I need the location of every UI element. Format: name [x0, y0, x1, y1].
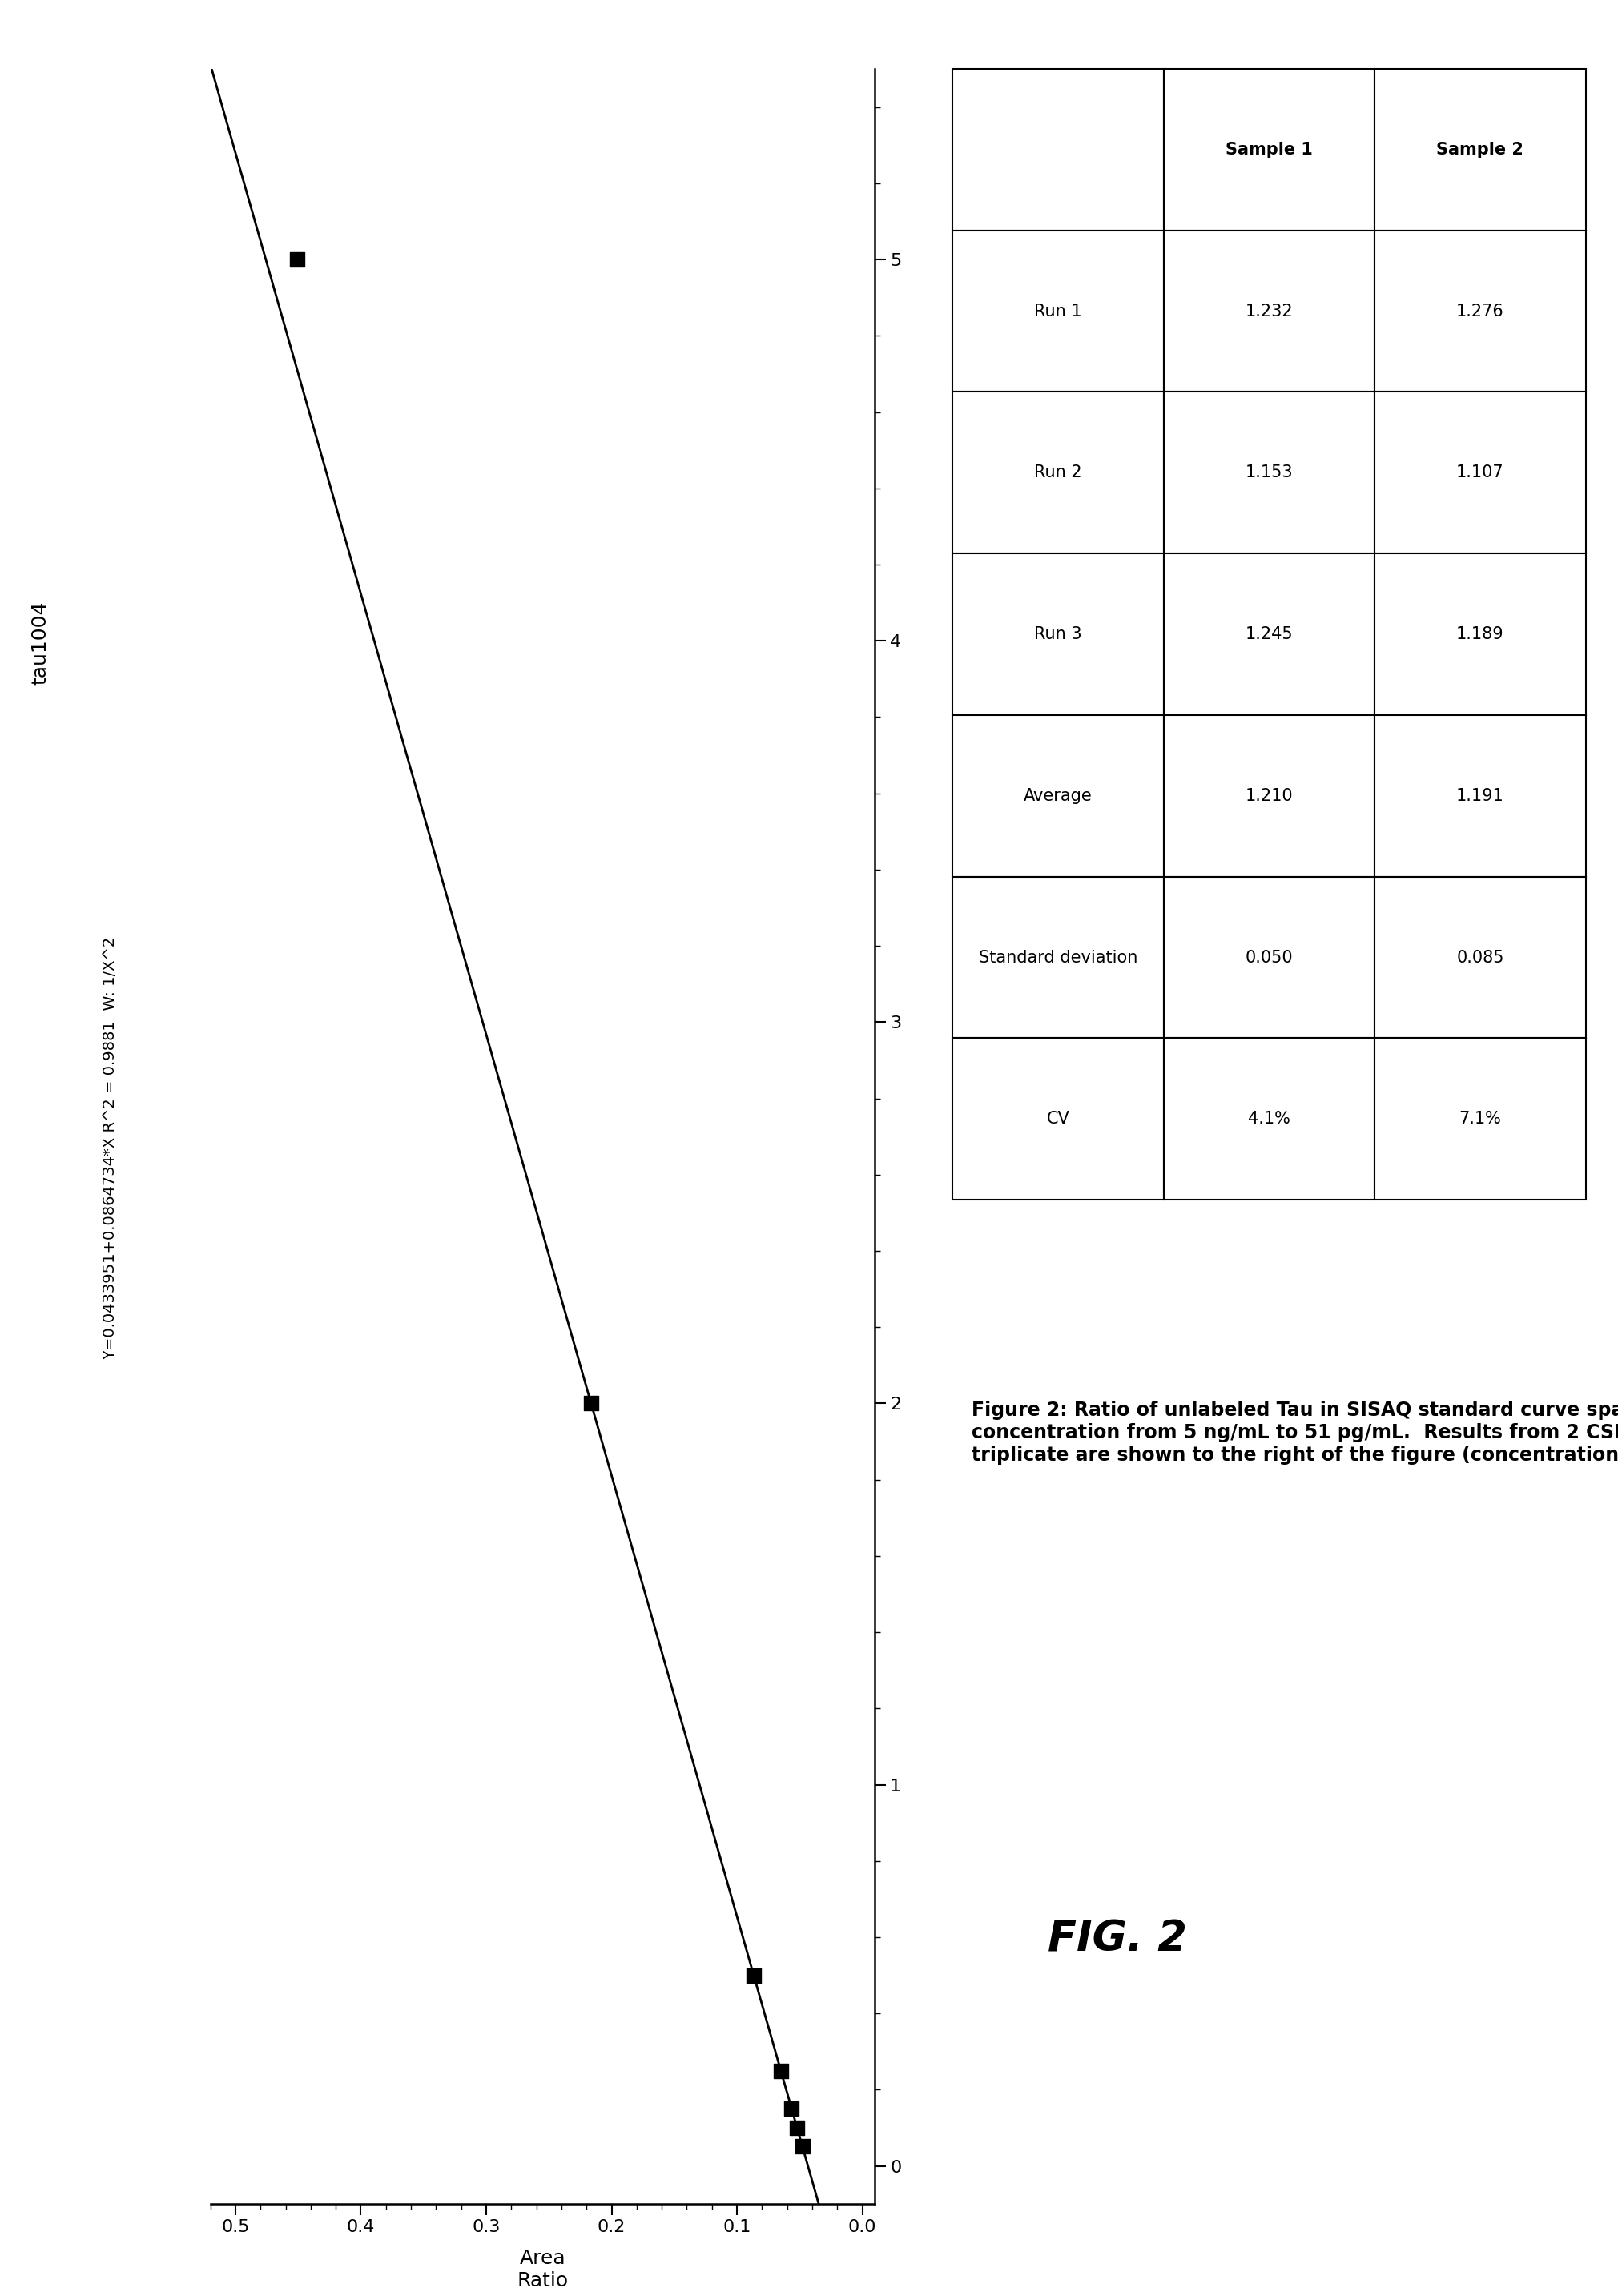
Point	[741, 1956, 767, 1993]
Text: FIG. 2: FIG. 2	[1048, 1919, 1188, 1961]
X-axis label: Area
Ratio: Area Ratio	[516, 2248, 568, 2289]
Point	[285, 241, 311, 278]
Text: tau1004: tau1004	[31, 602, 50, 684]
Point	[790, 2128, 815, 2165]
Text: Figure 2: Ratio of unlabeled Tau in SISAQ standard curve spanning
concentration : Figure 2: Ratio of unlabeled Tau in SISA…	[972, 1401, 1618, 1465]
Point	[785, 2110, 811, 2147]
Point	[778, 2089, 804, 2126]
Text: Y=0.0433951+0.0864734*X R^2 = 0.9881  W: 1/X^2: Y=0.0433951+0.0864734*X R^2 = 0.9881 W: …	[102, 937, 118, 1359]
Point	[769, 2053, 794, 2089]
Point	[578, 1384, 604, 1421]
